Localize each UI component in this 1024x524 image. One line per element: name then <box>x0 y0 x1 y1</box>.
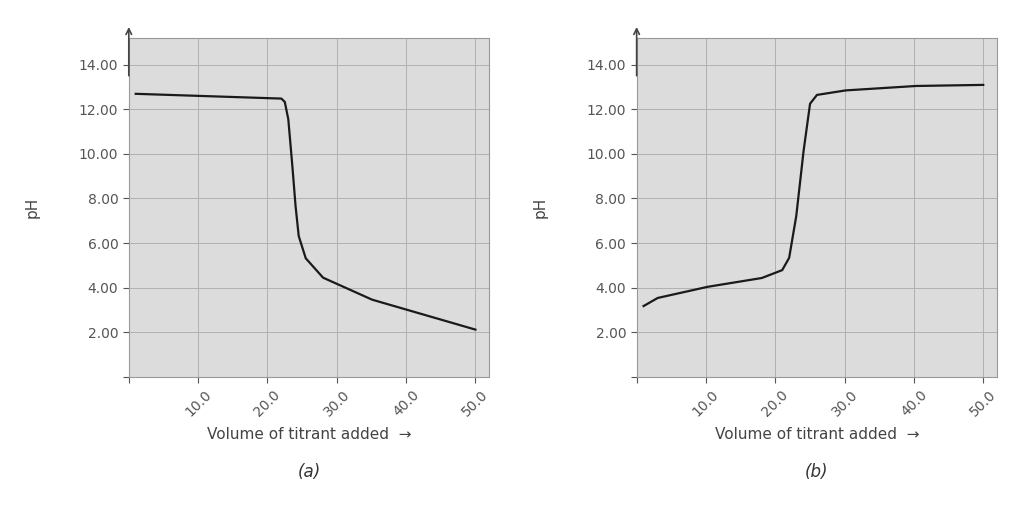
Y-axis label: pH: pH <box>532 197 548 218</box>
Text: (b): (b) <box>805 463 828 481</box>
Text: (a): (a) <box>297 463 321 481</box>
Y-axis label: pH: pH <box>25 197 40 218</box>
X-axis label: Volume of titrant added  →: Volume of titrant added → <box>207 428 412 442</box>
X-axis label: Volume of titrant added  →: Volume of titrant added → <box>715 428 920 442</box>
